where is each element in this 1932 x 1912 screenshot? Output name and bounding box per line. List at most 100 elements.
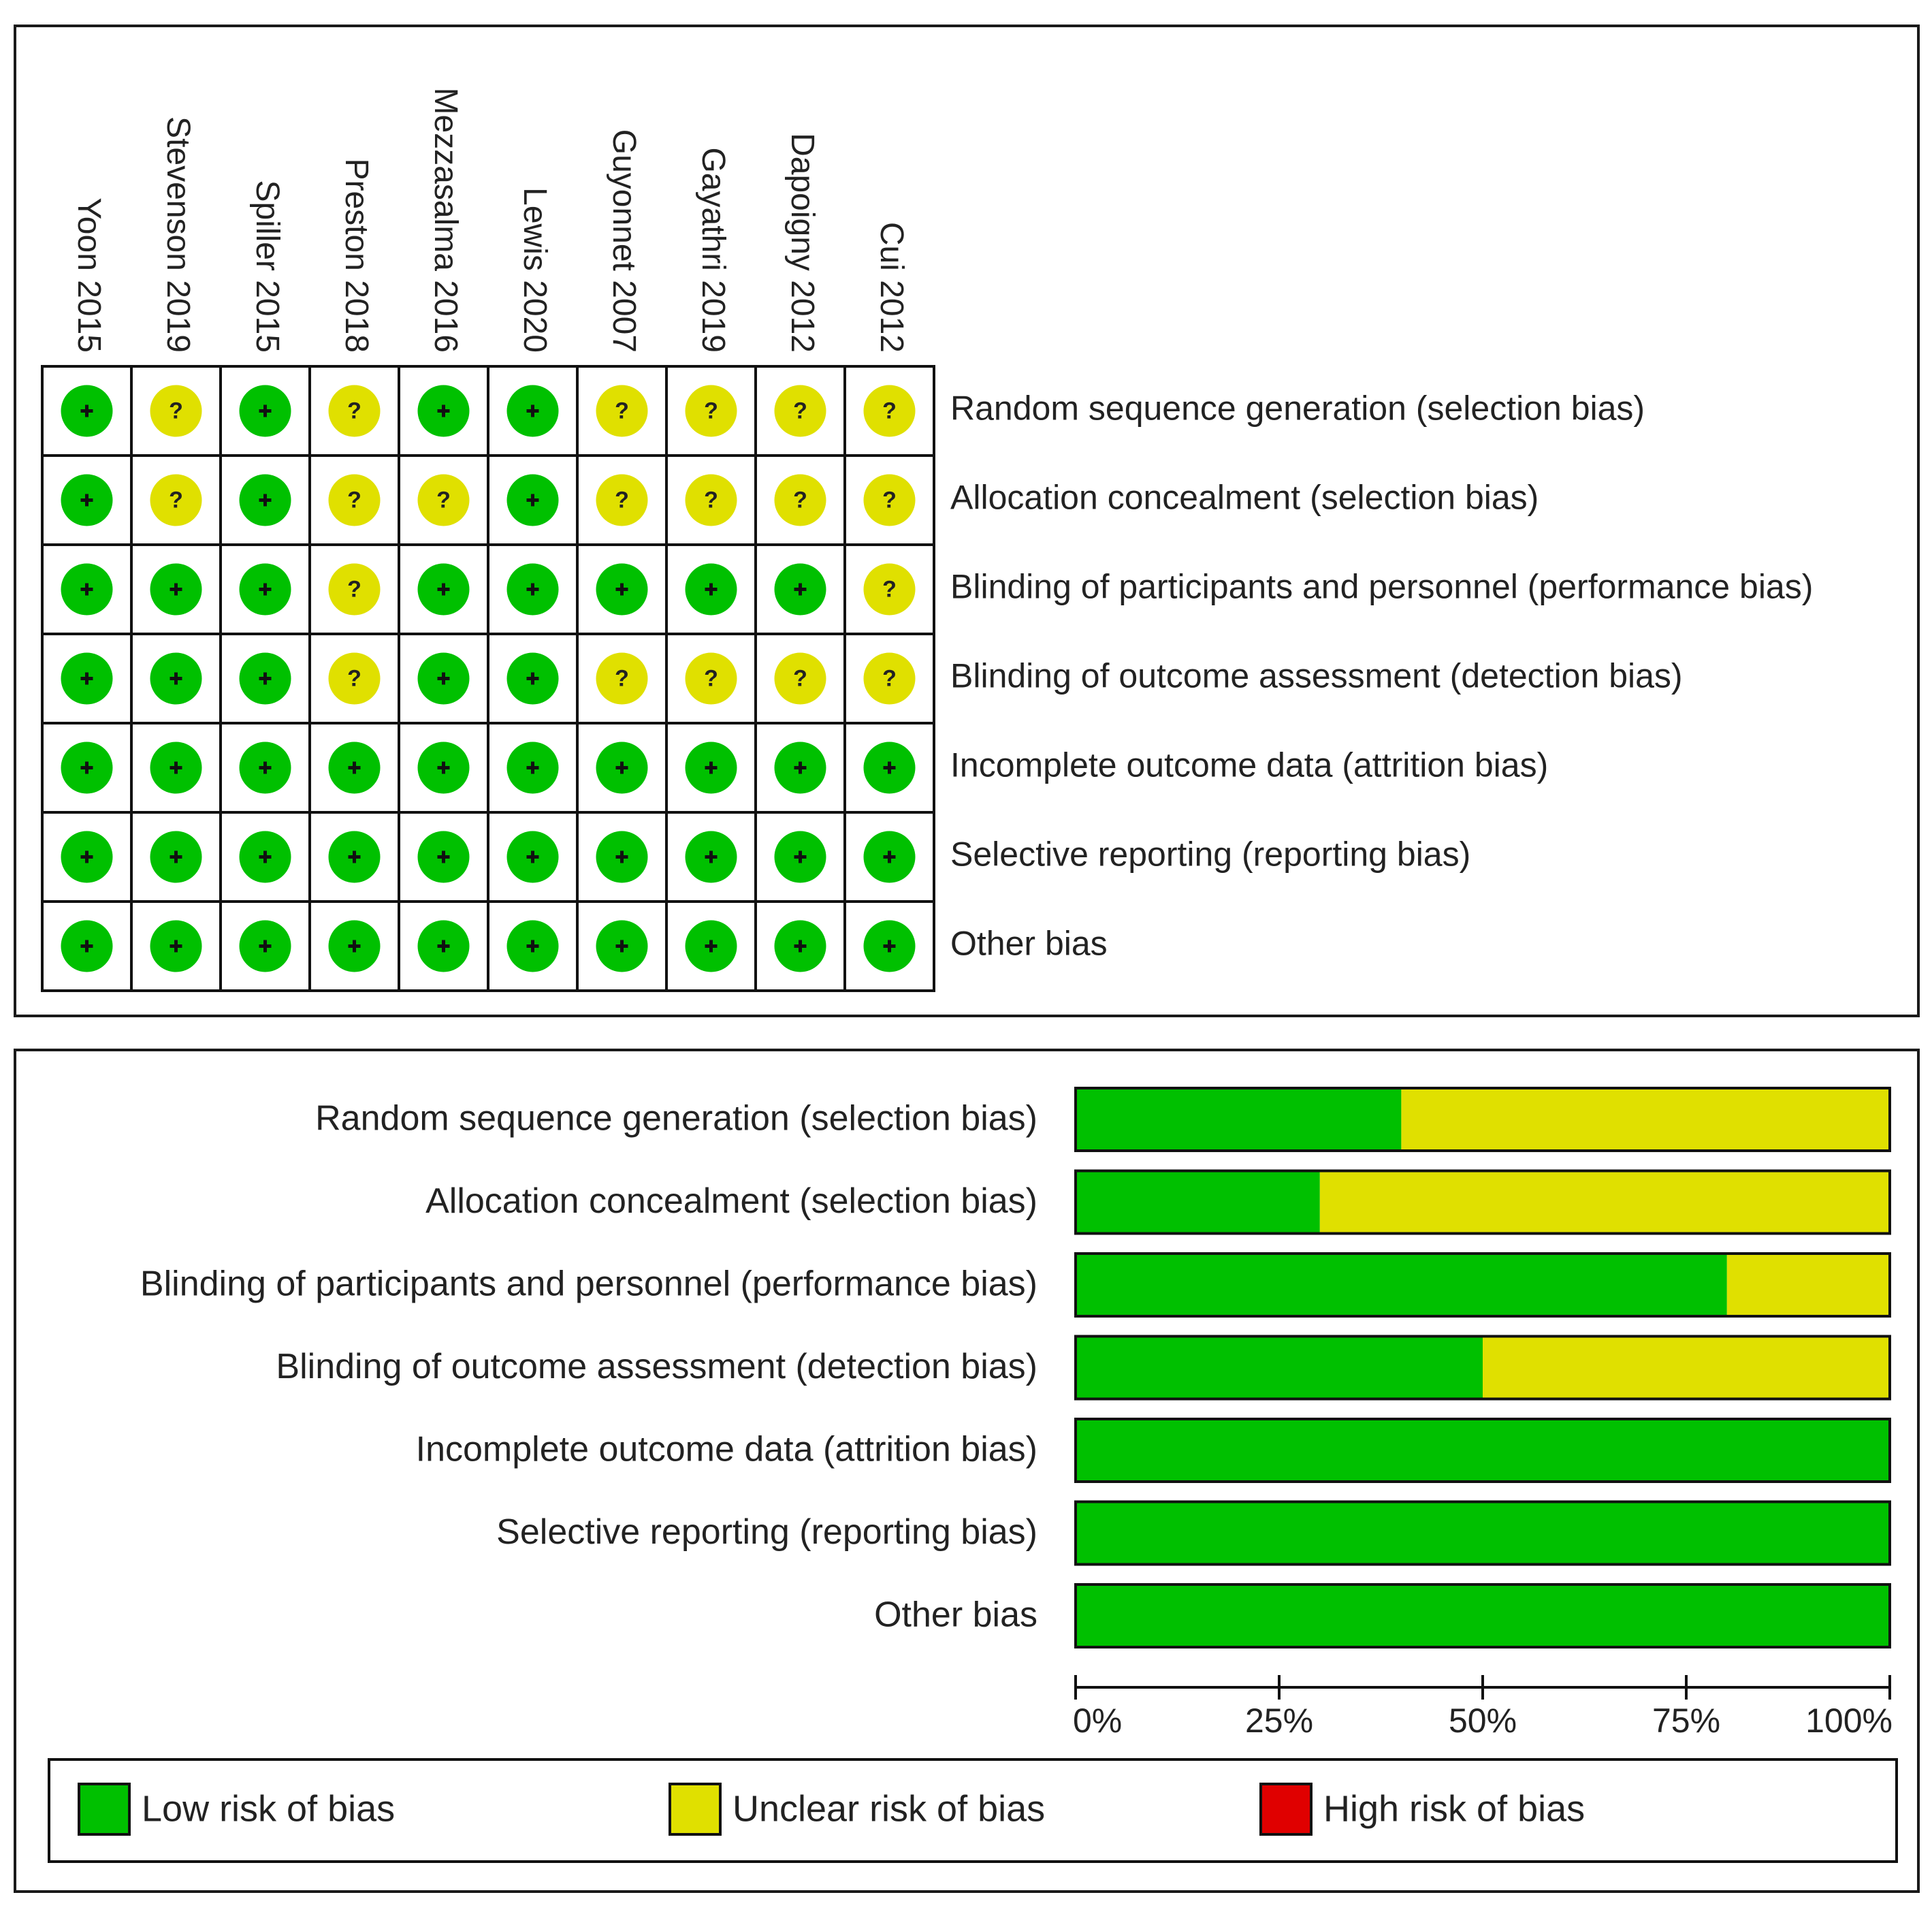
svg-text:?: ? <box>347 576 361 602</box>
bar-segment <box>1483 1336 1890 1399</box>
low-risk-judgement <box>506 742 559 794</box>
x-tick-label: 75% <box>1652 1702 1720 1740</box>
low-risk-judgement <box>239 831 291 883</box>
low-risk-judgement <box>150 920 202 972</box>
low-risk-judgement <box>417 742 470 794</box>
low-risk-judgement <box>61 385 113 437</box>
low-risk-judgement <box>150 652 202 705</box>
svg-text:?: ? <box>704 487 718 513</box>
low-risk-judgement <box>239 652 291 705</box>
low-risk-judgement <box>417 831 470 883</box>
domain-label: Other bias <box>950 925 1108 963</box>
x-tick-label: 0% <box>1073 1702 1122 1740</box>
low-risk-judgement <box>506 920 559 972</box>
unclear-risk-judgement: ? <box>685 652 737 705</box>
study-label: Yoon 2015 <box>71 197 107 353</box>
legend-label: Low risk of bias <box>142 1788 395 1829</box>
legend-swatch <box>669 1783 722 1836</box>
low-risk-judgement <box>61 831 113 883</box>
unclear-risk-judgement: ? <box>150 385 202 437</box>
low-risk-judgement <box>506 385 559 437</box>
low-risk-judgement <box>239 920 291 972</box>
study-label: Cui 2012 <box>873 222 909 353</box>
svg-text:?: ? <box>347 398 361 424</box>
category-label: Random sequence generation (selection bi… <box>315 1099 1037 1138</box>
category-label: Incomplete outcome data (attrition bias) <box>416 1430 1037 1469</box>
bar-segment <box>1076 1336 1483 1399</box>
bar-segment <box>1076 1501 1890 1565</box>
x-tick-label: 100% <box>1805 1702 1893 1740</box>
domain-label: Blinding of participants and personnel (… <box>950 568 1813 606</box>
svg-text:?: ? <box>704 398 718 424</box>
low-risk-judgement <box>150 563 202 616</box>
svg-text:?: ? <box>882 576 897 602</box>
low-risk-judgement <box>239 563 291 616</box>
low-risk-judgement <box>596 563 648 616</box>
low-risk-judgement <box>685 831 737 883</box>
x-tick-label: 25% <box>1245 1702 1313 1740</box>
legend-item: High risk of bias <box>1259 1783 1585 1836</box>
svg-text:?: ? <box>169 487 183 513</box>
low-risk-judgement <box>239 385 291 437</box>
svg-text:?: ? <box>704 665 718 691</box>
unclear-risk-judgement: ? <box>685 474 737 526</box>
low-risk-judgement <box>506 474 559 526</box>
grid-cell <box>130 543 222 635</box>
unclear-risk-judgement: ? <box>774 474 826 526</box>
grid-cell <box>843 900 935 992</box>
unclear-risk-judgement: ? <box>150 474 202 526</box>
low-risk-judgement <box>61 920 113 972</box>
low-risk-judgement <box>417 920 470 972</box>
low-risk-judgement <box>685 742 737 794</box>
grid-cell <box>843 543 935 635</box>
domain-label: Blinding of outcome assessment (detectio… <box>950 657 1683 695</box>
unclear-risk-judgement: ? <box>774 652 826 705</box>
low-risk-judgement <box>774 742 826 794</box>
unclear-risk-judgement: ? <box>863 474 916 526</box>
svg-text:?: ? <box>793 487 807 513</box>
legend-swatch <box>78 1783 131 1836</box>
risk-of-bias-graph: Random sequence generation (selection bi… <box>14 1049 1920 1893</box>
bar-segment <box>1401 1088 1890 1151</box>
bar-outline <box>1074 1500 1891 1566</box>
unclear-risk-judgement: ? <box>863 563 916 616</box>
bar-segment <box>1319 1170 1890 1234</box>
study-label: Spiller 2015 <box>249 180 285 353</box>
svg-text:?: ? <box>793 665 807 691</box>
domain-label: Selective reporting (reporting bias) <box>950 835 1470 874</box>
category-label: Blinding of outcome assessment (detectio… <box>276 1347 1037 1386</box>
category-label: Selective reporting (reporting bias) <box>496 1512 1037 1552</box>
low-risk-judgement <box>417 385 470 437</box>
bar-outline <box>1074 1418 1891 1483</box>
study-label: Preston 2018 <box>338 158 374 353</box>
low-risk-judgement <box>596 742 648 794</box>
bar-outline <box>1074 1169 1891 1235</box>
bar-outline <box>1074 1335 1891 1401</box>
study-label: Dapoigny 2012 <box>784 133 820 353</box>
grid-cell <box>308 454 400 546</box>
bar-segment <box>1076 1584 1890 1647</box>
unclear-risk-judgement: ? <box>328 474 381 526</box>
unclear-risk-judgement: ? <box>328 385 381 437</box>
summary-grid-svg: Yoon 2015 Stevenson 2019 Spiller 2015 Prest… <box>41 87 1813 992</box>
low-risk-judgement <box>61 742 113 794</box>
low-risk-judgement <box>506 563 559 616</box>
unclear-risk-judgement: ? <box>863 385 916 437</box>
legend-box <box>48 1758 1898 1863</box>
low-risk-judgement <box>61 563 113 616</box>
low-risk-judgement <box>417 652 470 705</box>
svg-text:?: ? <box>615 665 629 691</box>
unclear-risk-judgement: ? <box>863 652 916 705</box>
low-risk-judgement <box>863 742 916 794</box>
low-risk-judgement <box>685 920 737 972</box>
svg-text:?: ? <box>347 487 361 513</box>
svg-text:?: ? <box>615 487 629 513</box>
low-risk-judgement <box>774 920 826 972</box>
graph-chart-svg: Random sequence generation (selection bi… <box>48 1087 1898 1863</box>
domain-label: Incomplete outcome data (attrition bias) <box>950 746 1548 784</box>
low-risk-judgement <box>239 474 291 526</box>
low-risk-judgement <box>774 831 826 883</box>
risk-of-bias-summary: Yoon 2015 Stevenson 2019 Spiller 2015 Prest… <box>14 25 1920 1017</box>
study-label: Stevenson 2019 <box>160 116 196 353</box>
low-risk-judgement <box>863 831 916 883</box>
